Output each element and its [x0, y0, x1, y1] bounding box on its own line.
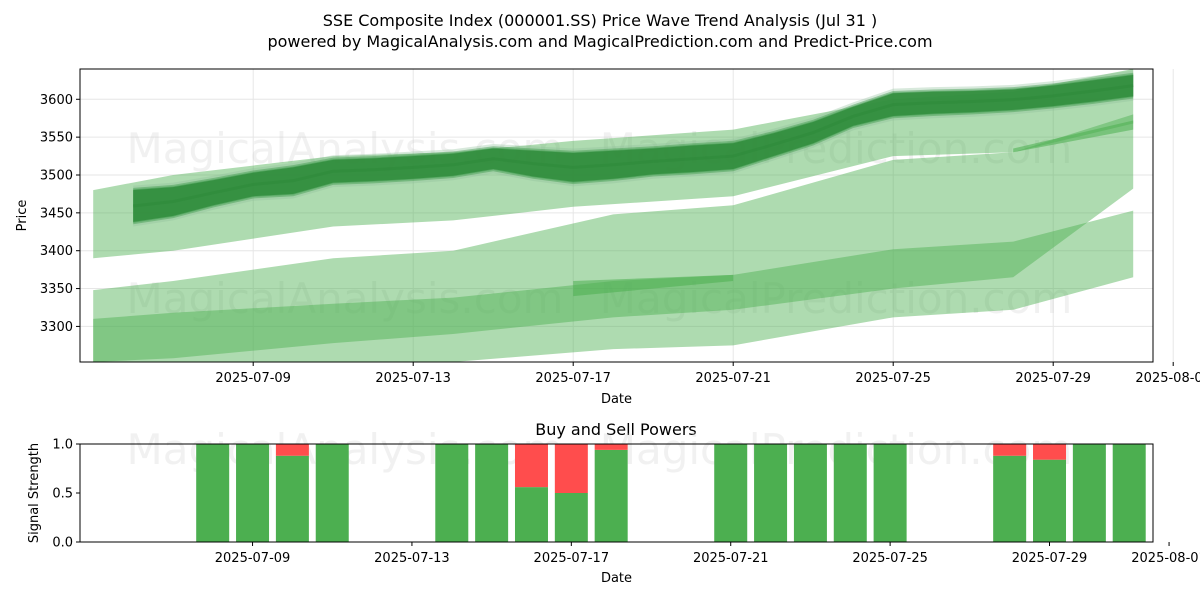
x-tick-label: 2025-07-17: [535, 371, 611, 386]
x-axis-label: Date: [601, 392, 632, 407]
buy-bar: [236, 444, 270, 542]
bars-x-tick-label: 2025-07-13: [374, 551, 450, 566]
bars-x-tick-label: 2025-08-01: [1131, 551, 1200, 566]
bars-x-axis-label: Date: [601, 571, 632, 586]
wave-band: [1013, 120, 1134, 153]
wave-band: [573, 274, 734, 297]
sell-bar: [514, 444, 548, 488]
buy-bar: [873, 444, 907, 542]
buy-bar: [1072, 444, 1106, 542]
bars-y-tick-label: 0.0: [52, 536, 73, 551]
y-tick-label: 3500: [40, 168, 73, 183]
bars-x-tick-label: 2025-07-09: [215, 551, 291, 566]
buy-bar: [1033, 459, 1067, 542]
buy-bar: [196, 444, 230, 542]
buy-bar: [275, 455, 309, 542]
bars-y-tick-label: 0.5: [52, 487, 73, 502]
sell-bar: [993, 444, 1027, 456]
buy-bar: [754, 444, 788, 542]
x-tick-label: 2025-08-01: [1135, 371, 1200, 386]
x-tick-label: 2025-07-21: [695, 371, 771, 386]
x-tick-label: 2025-07-09: [215, 371, 291, 386]
y-tick-label: 3350: [40, 282, 73, 297]
sell-bar: [554, 444, 588, 493]
watermark-text: MagicalAnalysis.com: [127, 274, 564, 323]
buy-bar: [793, 444, 827, 542]
y-tick-label: 3450: [40, 206, 73, 221]
bars-x-tick-label: 2025-07-29: [1012, 551, 1088, 566]
buy-bar: [714, 444, 748, 542]
buy-bar: [1112, 444, 1146, 542]
wave-band: [93, 114, 1134, 362]
chart-subtitle: powered by MagicalAnalysis.com and Magic…: [267, 32, 932, 51]
buy-bar: [475, 444, 509, 542]
bars-y-tick-label: 1.0: [52, 438, 73, 453]
plot-frame: [79, 68, 1154, 363]
buy-bar: [514, 487, 548, 542]
sell-bar: [594, 444, 628, 450]
buy-bar: [594, 449, 628, 542]
trend-line: [133, 84, 1134, 208]
chart-title: SSE Composite Index (000001.SS) Price Wa…: [323, 11, 877, 30]
buy-bar: [833, 444, 867, 542]
y-tick-label: 3300: [40, 320, 73, 335]
buy-bar: [435, 444, 469, 542]
trend-ribbon: [133, 75, 1134, 222]
x-tick-label: 2025-07-13: [375, 371, 451, 386]
bars-x-tick-label: 2025-07-25: [852, 551, 928, 566]
y-tick-label: 3550: [40, 131, 73, 146]
y-axis-label: Price: [15, 200, 30, 232]
x-tick-label: 2025-07-29: [1015, 371, 1091, 386]
bars-x-tick-label: 2025-07-21: [693, 551, 769, 566]
bars-x-tick-label: 2025-07-17: [534, 551, 610, 566]
price-layer: [93, 69, 1134, 362]
y-tick-label: 3600: [40, 93, 73, 108]
bars-y-axis-label: Signal Strength: [27, 443, 42, 543]
buy-bar: [315, 444, 349, 542]
buy-bar: [554, 493, 588, 542]
sell-bar: [275, 444, 309, 456]
x-tick-label: 2025-07-25: [855, 371, 931, 386]
sell-bar: [1033, 444, 1067, 460]
buy-bar: [993, 455, 1027, 542]
plot-area: [80, 69, 1153, 362]
bars-title: Buy and Sell Powers: [535, 420, 697, 439]
y-tick-label: 3400: [40, 244, 73, 259]
